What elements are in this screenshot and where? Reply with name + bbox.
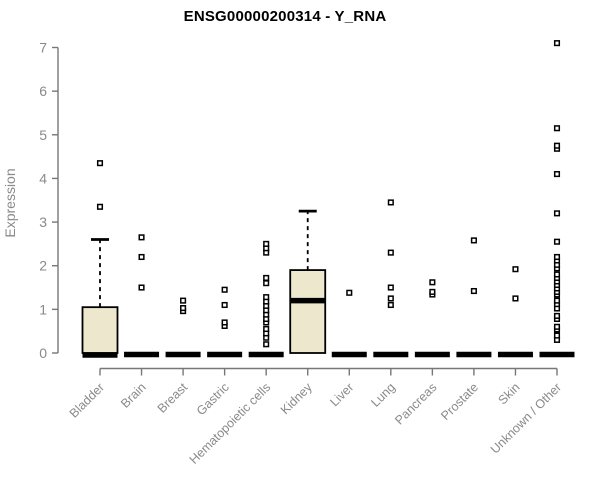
outlier-point (512, 266, 519, 273)
outlier-point (96, 160, 104, 167)
outlier-point (553, 238, 561, 245)
outlier-point (180, 297, 187, 304)
outlier-point (553, 271, 561, 278)
outlier-point (263, 274, 270, 281)
x-category-label: Brain (118, 380, 149, 411)
outlier-point (96, 203, 104, 210)
outlier-point (387, 284, 394, 291)
outlier-point (553, 40, 561, 47)
outlier-point (553, 125, 561, 132)
x-category-label: Prostate (438, 380, 481, 423)
outlier-point (512, 295, 519, 302)
outlier-point (553, 312, 561, 319)
outlier-point (429, 279, 436, 286)
median-bar (165, 351, 201, 358)
outlier-point (553, 210, 561, 217)
outlier-point (221, 319, 228, 326)
median-bar (331, 351, 367, 358)
median-bar (373, 351, 409, 358)
x-category-label: Gastric (194, 380, 232, 418)
median-bar (414, 351, 450, 358)
x-category-label: Skin (495, 380, 522, 407)
outlier-point (346, 289, 353, 296)
outlier-point (221, 286, 228, 293)
outlier-point (553, 253, 561, 261)
x-category-label: Kidney (278, 380, 315, 417)
x-category-label: Lung (368, 380, 398, 410)
median-bar (124, 351, 160, 358)
outlier-point (263, 294, 270, 301)
y-tick-label: 1 (39, 301, 47, 317)
outlier-point (553, 142, 561, 149)
x-category-label: Unknown / Other (488, 380, 564, 456)
x-category-label: Hematopoietic cells (187, 380, 274, 467)
box-Bladder (81, 306, 119, 354)
median-bar (82, 352, 118, 358)
box-Kidney (289, 269, 327, 354)
y-tick-label: 7 (39, 40, 47, 56)
median-bar (207, 351, 243, 358)
median-bar (456, 351, 492, 358)
y-tick-label: 4 (39, 170, 47, 186)
median-bar (248, 351, 284, 358)
outlier-point (553, 332, 561, 339)
median-bar (290, 297, 326, 304)
outlier-point (138, 284, 145, 291)
y-tick-label: 2 (39, 258, 47, 274)
outlier-point (387, 295, 394, 302)
outlier-point (387, 199, 394, 206)
outlier-point (470, 287, 477, 295)
x-category-label: Liver (327, 380, 356, 409)
median-bar (497, 351, 533, 358)
x-category-label: Pancreas (392, 380, 439, 427)
outlier-point (553, 297, 561, 304)
outlier-point (180, 304, 187, 312)
y-tick-label: 0 (39, 345, 47, 361)
chart-title: ENSG00000200314 - Y_RNA (183, 8, 387, 25)
outlier-point (263, 280, 270, 287)
y-tick-label: 5 (39, 127, 47, 143)
outlier-point (138, 234, 145, 241)
outlier-point (138, 253, 145, 261)
outlier-point (553, 171, 561, 178)
median-bar (539, 351, 575, 358)
x-category-label: Breast (155, 380, 191, 416)
outlier-point (553, 323, 561, 330)
outlier-point (263, 341, 270, 348)
y-tick-label: 3 (39, 214, 47, 230)
outlier-point (221, 301, 228, 309)
outlier-point (263, 325, 270, 333)
x-category-label: Bladder (67, 380, 107, 420)
outlier-point (470, 237, 477, 244)
outlier-point (263, 240, 270, 247)
outlier-point (387, 301, 394, 309)
outlier-point (429, 288, 436, 295)
y-tick-label: 6 (39, 83, 47, 99)
outlier-point (387, 249, 394, 256)
